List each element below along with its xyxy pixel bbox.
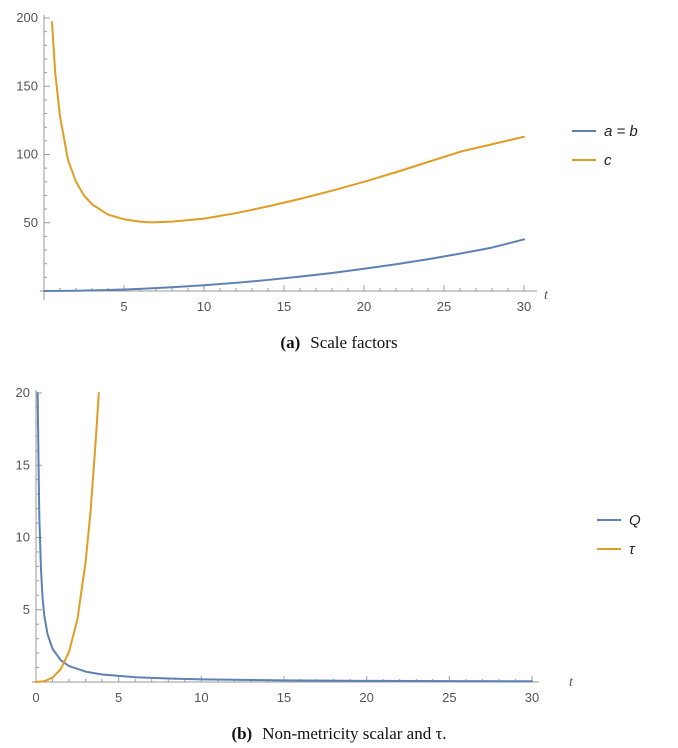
panel-a-legend-label-0: a = b <box>604 123 638 140</box>
panel-b-y-tick-label: 20 <box>16 385 30 400</box>
panel-a-x-tick-label: 15 <box>277 299 291 314</box>
panel-b-series-line-1 <box>35 392 100 683</box>
panel-a-legend-label-1: c <box>604 152 612 169</box>
panel-b-y-tick-label: 10 <box>16 530 30 545</box>
panel-a-caption-label: (a) <box>280 333 300 352</box>
panel-b-x-tick-label: 10 <box>194 690 208 705</box>
panel-b-y-tick-label: 15 <box>16 457 30 472</box>
panel-b-x-tick-label: 20 <box>359 690 373 705</box>
panel-b-y-tick-label: 5 <box>23 602 30 617</box>
panel-b-caption-label: (b) <box>231 724 252 743</box>
panel-a-y-tick-label: 200 <box>16 10 38 25</box>
panel-a-x-tick-label: 20 <box>357 299 371 314</box>
panel-b-legend-label-0: Q <box>629 512 641 529</box>
panel-a-ticks: 50 100 150 200 5 10 15 20 25 30 <box>16 10 531 314</box>
panel-b-ticks: 5 10 15 20 0 5 10 15 20 25 30 <box>16 385 540 705</box>
panel-a-x-tick-label: 25 <box>437 299 451 314</box>
panel-a-caption: (a) Scale factors <box>280 333 397 352</box>
panel-b-legend: Qτ <box>597 512 641 558</box>
panel-a-series <box>43 21 525 292</box>
panel-b-x-axis-label: t <box>569 675 574 690</box>
panel-a-x-tick-label: 30 <box>517 299 531 314</box>
panel-a-y-tick-label: 150 <box>16 78 38 93</box>
panel-a-x-tick-label: 10 <box>197 299 211 314</box>
panel-a-caption-text: Scale factors <box>310 333 397 352</box>
panel-b-x-tick-label: 30 <box>525 690 539 705</box>
panel-b-x-tick-label: 0 <box>32 690 39 705</box>
panel-a-scale-factors: 50 100 150 200 5 10 15 20 25 30 t a = b c (a) Scal… <box>16 10 637 352</box>
panel-a-x-axis-label: t <box>544 288 549 303</box>
panel-b-series <box>35 392 533 683</box>
panel-b-caption-text: Non-metricity scalar and τ. <box>262 724 446 743</box>
panel-a-series-line-1 <box>51 21 525 224</box>
panel-b-nonmetricity: 5 10 15 20 0 5 10 15 20 25 30 t Qτ (b) Non-metrici… <box>16 385 641 743</box>
panel-b-series-line-0 <box>36 392 533 683</box>
panel-b-caption: (b) Non-metricity scalar and τ. <box>231 724 446 743</box>
panel-b-x-tick-label: 25 <box>442 690 456 705</box>
panel-a-series-line-0 <box>43 238 525 292</box>
panel-a-x-tick-label: 5 <box>120 299 127 314</box>
panel-a-y-tick-label: 50 <box>24 215 38 230</box>
panel-b-x-tick-label: 15 <box>277 690 291 705</box>
panel-b-x-tick-label: 5 <box>115 690 122 705</box>
panel-a-y-tick-label: 100 <box>16 147 38 162</box>
panel-a-legend: a = b c <box>572 123 638 169</box>
panel-b-legend-label-1: τ <box>629 541 636 558</box>
